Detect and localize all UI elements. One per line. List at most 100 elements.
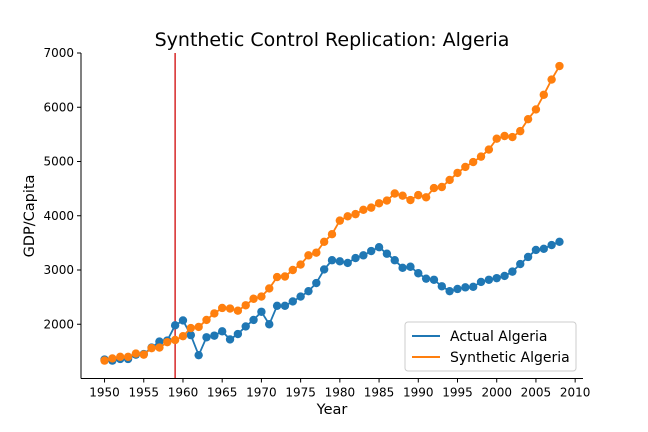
data-point-actual-algeria bbox=[461, 283, 470, 292]
y-tick-label: 3000 bbox=[43, 263, 74, 277]
data-point-actual-algeria bbox=[304, 286, 313, 296]
series-line-synthetic-algeria bbox=[104, 65, 561, 362]
data-point-synthetic-algeria bbox=[367, 203, 376, 212]
data-point-actual-algeria bbox=[500, 271, 509, 281]
data-point-synthetic-algeria bbox=[476, 152, 486, 161]
data-point-actual-algeria bbox=[241, 322, 250, 331]
data-point-actual-algeria bbox=[390, 256, 399, 265]
data-point-synthetic-algeria bbox=[461, 162, 470, 172]
data-point-synthetic-algeria bbox=[453, 168, 462, 178]
data-point-synthetic-algeria bbox=[288, 265, 297, 275]
data-point-synthetic-algeria bbox=[272, 272, 282, 282]
data-point-actual-algeria bbox=[202, 333, 211, 342]
legend-label-synthetic: Synthetic Algeria bbox=[450, 350, 570, 366]
data-point-actual-algeria bbox=[421, 274, 431, 283]
data-point-synthetic-algeria bbox=[265, 284, 274, 293]
data-point-actual-algeria bbox=[233, 329, 243, 339]
data-point-actual-algeria bbox=[445, 286, 454, 296]
data-point-actual-algeria bbox=[406, 262, 415, 271]
data-point-actual-algeria bbox=[453, 284, 462, 294]
data-point-synthetic-algeria bbox=[257, 292, 266, 301]
data-point-synthetic-algeria bbox=[280, 272, 290, 281]
x-tick-label: 1960 bbox=[168, 386, 199, 400]
data-point-synthetic-algeria bbox=[225, 304, 235, 313]
x-tick-label: 1950 bbox=[89, 386, 120, 400]
data-point-synthetic-algeria bbox=[484, 145, 494, 154]
data-point-synthetic-algeria bbox=[296, 260, 305, 269]
data-point-actual-algeria bbox=[178, 316, 188, 325]
data-point-synthetic-algeria bbox=[217, 303, 227, 313]
data-point-actual-algeria bbox=[194, 350, 203, 360]
axis-ticks: 1950 1955 1960 1965 1970 1975 1980 1985 1990 1995… bbox=[43, 46, 590, 400]
data-point-actual-algeria bbox=[531, 245, 541, 255]
data-point-synthetic-algeria bbox=[194, 322, 203, 332]
data-point-actual-algeria bbox=[351, 253, 360, 263]
data-point-synthetic-algeria bbox=[343, 212, 352, 221]
data-point-synthetic-algeria bbox=[304, 251, 313, 260]
data-point-synthetic-algeria bbox=[249, 294, 258, 303]
legend: Actual Algeria Synthetic Algeria bbox=[404, 321, 577, 372]
legend-label-actual: Actual Algeria bbox=[450, 329, 548, 345]
data-point-synthetic-algeria bbox=[547, 75, 556, 84]
data-point-synthetic-algeria bbox=[445, 175, 454, 185]
data-point-synthetic-algeria bbox=[382, 196, 392, 205]
data-point-synthetic-algeria bbox=[437, 182, 447, 192]
y-tick-label: 5000 bbox=[43, 155, 74, 169]
data-point-actual-algeria bbox=[516, 259, 525, 269]
x-tick-label: 2000 bbox=[481, 386, 512, 400]
data-point-synthetic-algeria bbox=[414, 190, 423, 200]
data-point-synthetic-algeria bbox=[398, 191, 407, 200]
data-point-synthetic-algeria bbox=[139, 350, 148, 359]
data-point-synthetic-algeria bbox=[186, 323, 196, 333]
x-tick-label: 2005 bbox=[521, 386, 552, 400]
data-point-synthetic-algeria bbox=[108, 354, 117, 363]
data-point-actual-algeria bbox=[367, 246, 376, 256]
data-point-actual-algeria bbox=[170, 321, 180, 330]
data-point-synthetic-algeria bbox=[492, 134, 501, 143]
data-point-synthetic-algeria bbox=[500, 131, 509, 141]
data-point-synthetic-algeria bbox=[531, 105, 541, 114]
y-tick-label: 6000 bbox=[43, 100, 74, 114]
data-point-synthetic-algeria bbox=[131, 349, 141, 358]
x-tick-label: 1965 bbox=[207, 386, 238, 400]
data-point-synthetic-algeria bbox=[123, 352, 133, 361]
data-point-synthetic-algeria bbox=[374, 199, 384, 208]
data-point-actual-algeria bbox=[437, 282, 447, 291]
x-tick-label: 2010 bbox=[560, 386, 591, 400]
data-point-actual-algeria bbox=[468, 282, 478, 292]
y-tick-label: 7000 bbox=[43, 46, 74, 60]
data-point-actual-algeria bbox=[217, 327, 227, 336]
data-point-synthetic-algeria bbox=[147, 343, 156, 353]
data-point-actual-algeria bbox=[319, 265, 329, 274]
data-point-actual-algeria bbox=[343, 258, 352, 268]
data-point-synthetic-algeria bbox=[163, 337, 172, 347]
legend-box bbox=[404, 321, 577, 372]
data-point-synthetic-algeria bbox=[508, 132, 517, 142]
data-point-actual-algeria bbox=[265, 320, 274, 329]
data-point-synthetic-algeria bbox=[312, 248, 321, 257]
x-tick-label: 1980 bbox=[325, 386, 356, 400]
data-point-synthetic-algeria bbox=[523, 114, 533, 124]
data-point-synthetic-algeria bbox=[100, 356, 109, 365]
x-tick-label: 1975 bbox=[285, 386, 316, 400]
data-point-actual-algeria bbox=[398, 263, 407, 273]
data-point-synthetic-algeria bbox=[359, 205, 368, 214]
data-point-actual-algeria bbox=[555, 237, 564, 246]
data-point-actual-algeria bbox=[288, 297, 297, 306]
data-point-actual-algeria bbox=[508, 267, 517, 276]
data-point-actual-algeria bbox=[327, 256, 337, 265]
data-point-synthetic-algeria bbox=[202, 315, 211, 325]
data-point-actual-algeria bbox=[210, 331, 219, 340]
data-point-synthetic-algeria bbox=[178, 331, 188, 341]
data-point-actual-algeria bbox=[225, 335, 235, 344]
data-point-synthetic-algeria bbox=[421, 193, 431, 202]
data-point-synthetic-algeria bbox=[390, 189, 399, 198]
data-point-synthetic-algeria bbox=[335, 216, 345, 225]
data-point-synthetic-algeria bbox=[210, 309, 219, 318]
data-point-actual-algeria bbox=[257, 307, 266, 316]
x-tick-label: 1985 bbox=[364, 386, 395, 400]
data-point-synthetic-algeria bbox=[468, 157, 478, 167]
data-point-actual-algeria bbox=[414, 269, 423, 278]
y-tick-label: 2000 bbox=[43, 317, 74, 331]
